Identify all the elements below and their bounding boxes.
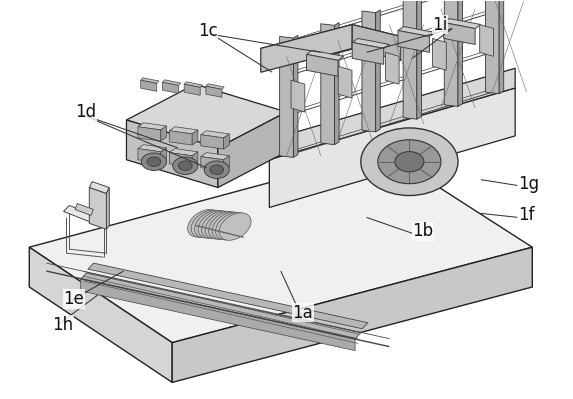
Circle shape	[178, 161, 192, 170]
Polygon shape	[172, 247, 532, 382]
Polygon shape	[480, 25, 493, 56]
Polygon shape	[138, 127, 161, 141]
Text: 1f: 1f	[518, 206, 535, 224]
Polygon shape	[352, 42, 384, 64]
Text: 1c: 1c	[198, 22, 218, 40]
Polygon shape	[201, 131, 229, 138]
Polygon shape	[169, 148, 198, 156]
Polygon shape	[458, 0, 462, 107]
Ellipse shape	[215, 212, 248, 240]
Polygon shape	[499, 0, 504, 94]
Polygon shape	[127, 120, 218, 188]
Polygon shape	[161, 148, 167, 163]
Polygon shape	[163, 80, 180, 85]
Polygon shape	[261, 25, 401, 60]
Ellipse shape	[187, 209, 219, 237]
Circle shape	[210, 165, 223, 174]
Polygon shape	[398, 27, 435, 36]
Ellipse shape	[205, 211, 237, 239]
Polygon shape	[206, 84, 224, 89]
Ellipse shape	[195, 210, 226, 238]
Polygon shape	[218, 112, 286, 188]
Circle shape	[204, 161, 229, 178]
Polygon shape	[398, 30, 429, 52]
Polygon shape	[192, 152, 198, 167]
Polygon shape	[433, 38, 446, 70]
Polygon shape	[417, 0, 421, 119]
Polygon shape	[223, 156, 229, 171]
Text: 1e: 1e	[64, 290, 84, 308]
Ellipse shape	[191, 210, 223, 237]
Polygon shape	[141, 80, 157, 91]
Polygon shape	[88, 263, 368, 329]
Polygon shape	[291, 80, 305, 112]
Polygon shape	[141, 78, 159, 83]
Ellipse shape	[219, 213, 251, 240]
Polygon shape	[127, 84, 286, 148]
Polygon shape	[485, 0, 499, 94]
Circle shape	[395, 152, 424, 172]
Polygon shape	[293, 35, 298, 157]
Polygon shape	[223, 134, 229, 149]
Polygon shape	[138, 123, 167, 130]
Text: 1b: 1b	[412, 222, 433, 240]
Polygon shape	[29, 247, 172, 382]
Polygon shape	[352, 25, 401, 60]
Ellipse shape	[198, 211, 230, 238]
Polygon shape	[64, 205, 109, 227]
Polygon shape	[184, 84, 200, 95]
Ellipse shape	[212, 212, 244, 239]
Polygon shape	[376, 10, 380, 132]
Circle shape	[172, 157, 198, 174]
Polygon shape	[201, 156, 223, 171]
Polygon shape	[163, 82, 178, 93]
Polygon shape	[161, 126, 167, 141]
Polygon shape	[335, 23, 339, 144]
Polygon shape	[352, 38, 390, 48]
Circle shape	[142, 153, 167, 170]
Polygon shape	[29, 152, 532, 343]
Polygon shape	[269, 68, 515, 160]
Polygon shape	[269, 88, 515, 207]
Circle shape	[378, 140, 441, 184]
Polygon shape	[89, 182, 109, 194]
Polygon shape	[307, 54, 338, 76]
Polygon shape	[107, 188, 109, 229]
Polygon shape	[169, 152, 192, 167]
Polygon shape	[169, 131, 192, 145]
Polygon shape	[169, 127, 198, 134]
Polygon shape	[206, 86, 222, 97]
Polygon shape	[184, 82, 202, 87]
Polygon shape	[362, 11, 376, 132]
Ellipse shape	[202, 211, 234, 239]
Text: 1i: 1i	[432, 16, 448, 34]
Circle shape	[361, 128, 458, 196]
Text: 1a: 1a	[292, 304, 313, 322]
Text: 1g: 1g	[518, 175, 539, 193]
Polygon shape	[444, 0, 458, 107]
Polygon shape	[201, 135, 223, 149]
Polygon shape	[81, 273, 361, 339]
Text: 1h: 1h	[52, 316, 73, 334]
Circle shape	[147, 157, 161, 166]
Ellipse shape	[209, 212, 241, 239]
Polygon shape	[201, 152, 229, 160]
Polygon shape	[138, 148, 161, 163]
Polygon shape	[75, 203, 93, 215]
Polygon shape	[81, 279, 355, 351]
Polygon shape	[89, 188, 107, 229]
Polygon shape	[280, 36, 293, 157]
Polygon shape	[321, 24, 335, 144]
Polygon shape	[307, 50, 344, 60]
Polygon shape	[192, 130, 198, 145]
Polygon shape	[261, 25, 352, 72]
Polygon shape	[138, 144, 167, 152]
Polygon shape	[403, 0, 417, 119]
Polygon shape	[386, 52, 399, 84]
Text: 1d: 1d	[75, 103, 96, 121]
Polygon shape	[338, 66, 352, 98]
Polygon shape	[444, 19, 481, 28]
Polygon shape	[444, 23, 475, 44]
